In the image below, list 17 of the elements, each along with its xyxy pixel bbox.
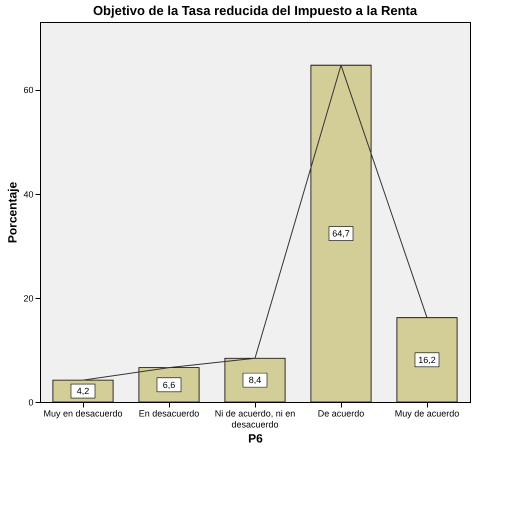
y-axis-title: Porcentaje (5, 181, 20, 244)
data-label: 8,4 (248, 375, 262, 386)
data-label: 4,2 (76, 386, 90, 396)
data-label: 6,6 (162, 380, 176, 390)
x-tick-label: Muy de acuerdo (394, 408, 460, 418)
y-tick-label: 60 (23, 85, 34, 96)
x-axis-title: P6 (248, 432, 264, 446)
chart-title: Objetivo de la Tasa reducida del Impuesto a la Renta (92, 3, 418, 18)
data-label: 64,7 (332, 228, 350, 239)
data-label: 16,2 (418, 354, 436, 365)
y-tick-label: 0 (28, 398, 34, 408)
y-tick-label: 20 (23, 293, 34, 304)
x-tick-label: Muy en desacuerdo (43, 408, 123, 418)
x-tick-label: Ni de acuerdo, ni en desacuerdo (214, 408, 296, 430)
x-tick-label: En desacuerdo (138, 408, 200, 418)
x-tick-label: De acuerdo (318, 408, 364, 418)
y-tick-label: 40 (23, 189, 34, 200)
